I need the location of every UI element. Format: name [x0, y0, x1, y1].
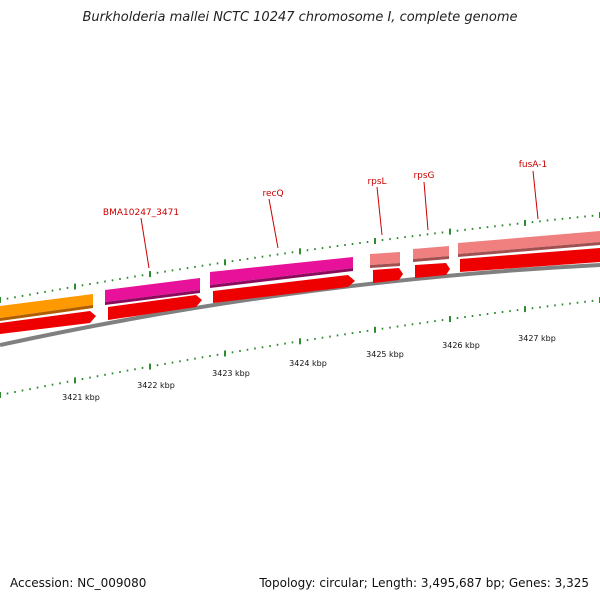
feature-orange-shadow: [0, 305, 93, 321]
genome-title: Burkholderia mallei NCTC 10247 chromosom…: [82, 10, 518, 25]
feature-fusa-1[interactable]: [458, 231, 600, 254]
genome-stats-text: Topology: circular; Length: 3,495,687 bp…: [259, 576, 589, 590]
feature-shadow: [370, 263, 400, 268]
cds-arrow[interactable]: [460, 248, 600, 272]
leader-line: [423, 181, 429, 231]
gene-label[interactable]: rpsG: [413, 171, 434, 181]
feature-recq[interactable]: [210, 257, 353, 285]
leader-line: [140, 217, 150, 269]
gene-label[interactable]: recQ: [262, 189, 283, 199]
leader-line: [376, 186, 383, 236]
cds-arrow[interactable]: [415, 263, 450, 278]
label-leader-lines: [140, 170, 539, 269]
kbp-label: 3423 kbp: [212, 369, 250, 378]
gene-label[interactable]: fusA-1: [519, 160, 548, 170]
gene-label[interactable]: rpsL: [367, 177, 386, 187]
kbp-label: 3422 kbp: [137, 381, 175, 390]
cds-track: [0, 248, 600, 334]
feature-track: [0, 231, 600, 321]
feature-shadow: [458, 242, 600, 257]
kbp-label: 3427 kbp: [518, 334, 556, 343]
cds-arrow[interactable]: [0, 311, 96, 334]
feature-shadow: [413, 256, 449, 262]
feature-shadow: [210, 268, 353, 288]
feature-bma10247-3471[interactable]: [105, 278, 200, 302]
kbp-label: 3421 kbp: [62, 393, 100, 402]
kbp-label: 3426 kbp: [442, 341, 480, 350]
gene-labels: BMA10247_3471 recQ rpsL rpsG fusA-1: [103, 160, 547, 218]
feature-rpsl[interactable]: [370, 252, 400, 265]
feature-orange[interactable]: [0, 294, 93, 318]
cds-arrow[interactable]: [373, 268, 403, 283]
inner-tick-ring: [0, 297, 600, 398]
gene-label[interactable]: BMA10247_3471: [103, 208, 179, 218]
cds-arrow[interactable]: [108, 295, 202, 320]
leader-line: [532, 170, 539, 220]
feature-rpsg[interactable]: [413, 246, 449, 259]
cds-arrow[interactable]: [213, 275, 355, 303]
outer-tick-ring: [0, 212, 600, 303]
kbp-label: 3424 kbp: [289, 359, 327, 368]
kbp-label: 3425 kbp: [366, 350, 404, 359]
leader-line: [268, 198, 279, 249]
kbp-scale-labels: 3421 kbp 3422 kbp 3423 kbp 3424 kbp 3425…: [62, 334, 556, 402]
accession-text: Accession: NC_009080: [10, 576, 147, 590]
feature-shadow: [105, 290, 200, 305]
